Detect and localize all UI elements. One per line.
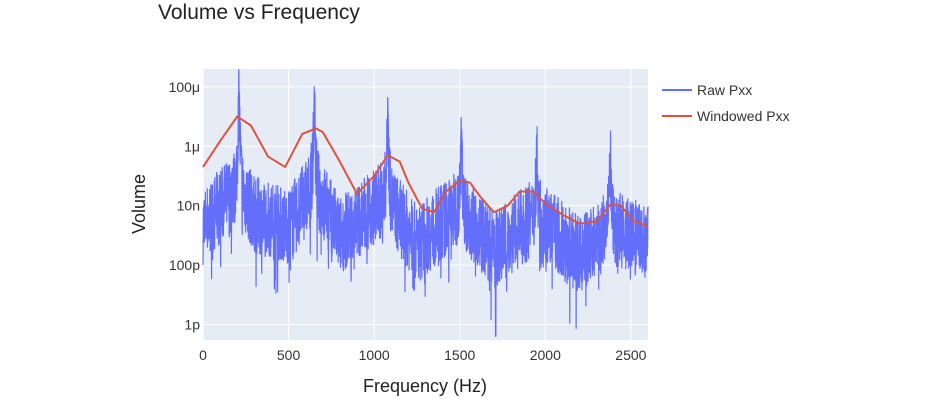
legend-label-raw: Raw Pxx bbox=[697, 82, 752, 98]
y-tick-labels: 1p 100p 10n 1μ 100μ bbox=[169, 79, 201, 333]
y-tick-label: 1μ bbox=[184, 138, 200, 154]
legend: Raw Pxx Windowed Pxx bbox=[662, 82, 790, 124]
x-tick-labels: 0 500 1000 1500 2000 2500 bbox=[199, 347, 647, 363]
y-tick-label: 1p bbox=[184, 316, 200, 332]
windowed-pxx-series bbox=[202, 115, 649, 228]
x-tick-label: 1500 bbox=[444, 347, 475, 363]
x-tick-label: 0 bbox=[199, 347, 207, 363]
y-tick-label: 10n bbox=[177, 198, 200, 214]
x-axis-label: Frequency (Hz) bbox=[363, 376, 487, 396]
raw-pxx-series bbox=[202, 68, 649, 337]
legend-label-windowed: Windowed Pxx bbox=[697, 108, 790, 124]
x-tick-label: 1000 bbox=[359, 347, 390, 363]
x-tick-label: 2500 bbox=[615, 347, 646, 363]
windowed-pxx-line bbox=[202, 115, 649, 228]
y-tick-label: 100μ bbox=[169, 79, 200, 95]
x-tick-label: 500 bbox=[277, 347, 301, 363]
y-axis-label: Volume bbox=[129, 174, 149, 234]
chart-title: Volume vs Frequency bbox=[158, 1, 360, 24]
x-tick-label: 2000 bbox=[530, 347, 561, 363]
y-tick-label: 100p bbox=[169, 257, 200, 273]
raw-pxx-line bbox=[202, 68, 649, 337]
